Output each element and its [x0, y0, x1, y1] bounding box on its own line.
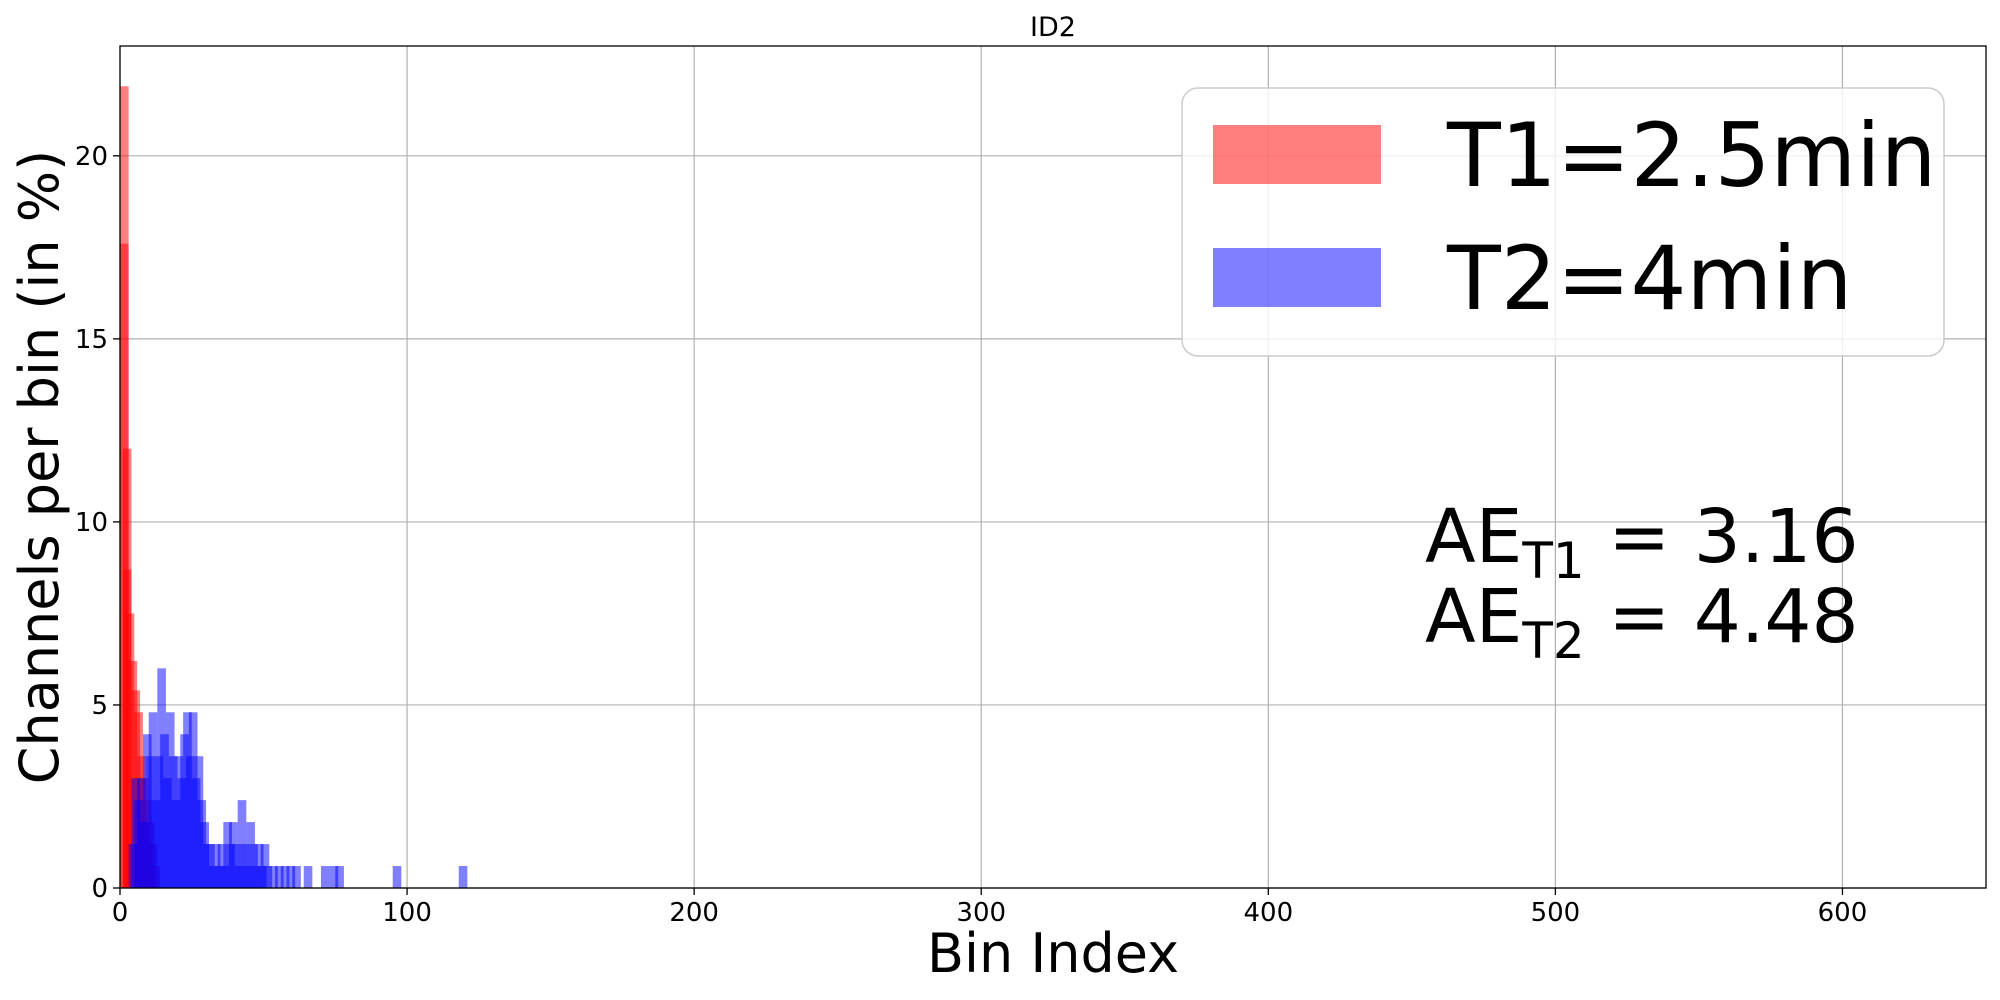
histogram-bar — [458, 866, 468, 888]
y-tick-label: 15 — [75, 325, 108, 355]
series-2-bars — [128, 668, 468, 888]
y-tick-label: 10 — [75, 508, 108, 538]
histogram-bar — [329, 866, 339, 888]
histogram-bar — [335, 866, 344, 888]
x-tick-label: 300 — [956, 898, 1006, 928]
ae-t1-base: AE — [1425, 494, 1522, 580]
histogram-bar — [303, 866, 313, 888]
legend-label-t1: T1=2.5min — [1446, 104, 1936, 207]
legend-label-t2: T2=4min — [1446, 227, 1852, 330]
x-tick-label: 0 — [112, 898, 129, 928]
histogram-bar — [263, 866, 273, 888]
axis-ticks: 0 100 200 300 400 500 600 0 5 10 15 20 — [75, 142, 1867, 928]
histogram-bar — [292, 866, 301, 888]
x-tick-label: 100 — [382, 898, 432, 928]
x-axis-title: Bin Index — [927, 922, 1179, 985]
chart-title: ID2 — [1030, 12, 1076, 43]
ae-t2-sub: T2 — [1521, 612, 1584, 670]
histogram-bar — [320, 866, 330, 888]
ae-t2-line: AET2 = 4.48 — [1425, 574, 1859, 670]
y-axis-title: Channels per bin (in %) — [8, 150, 71, 784]
histogram-bar — [269, 866, 278, 888]
ae-t1-sub: T1 — [1521, 532, 1584, 590]
y-tick-label: 0 — [91, 874, 108, 904]
histogram-bar — [280, 866, 290, 888]
x-tick-label: 400 — [1243, 898, 1293, 928]
legend-swatch-t1 — [1213, 125, 1381, 184]
ae-t2-value: = 4.48 — [1585, 574, 1859, 660]
legend: T1=2.5min T2=4min — [1181, 87, 1945, 357]
x-tick-label: 600 — [1818, 898, 1868, 928]
ae-t2-base: AE — [1425, 574, 1522, 660]
histogram-bar — [275, 866, 284, 888]
ae-annotation: AET1 = 3.16 AET2 = 4.48 — [1425, 494, 1859, 670]
histogram-bar — [286, 866, 296, 888]
y-tick-label: 20 — [75, 142, 108, 172]
ae-t1-line: AET1 = 3.16 — [1425, 494, 1859, 590]
y-tick-label: 5 — [91, 691, 108, 721]
ae-t1-value: = 3.16 — [1585, 494, 1859, 580]
plot-frame — [119, 45, 1987, 889]
legend-swatch-t2 — [1213, 248, 1381, 307]
x-tick-label: 200 — [669, 898, 719, 928]
x-tick-label: 500 — [1531, 898, 1581, 928]
histogram-bars — [120, 86, 468, 889]
histogram-bar — [392, 866, 402, 888]
